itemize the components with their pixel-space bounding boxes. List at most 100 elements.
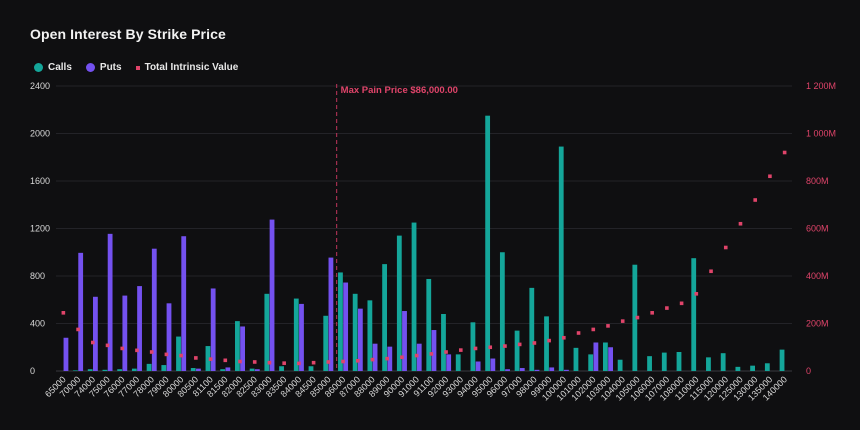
- calls-bar: [720, 353, 726, 371]
- calls-bar: [161, 365, 167, 371]
- puts-bar: [343, 282, 349, 371]
- intrinsic-value-point: [576, 331, 581, 335]
- calls-bar: [323, 315, 329, 371]
- intrinsic-value-point: [326, 360, 331, 364]
- intrinsic-value-point: [414, 353, 419, 358]
- intrinsic-value-point: [61, 311, 66, 315]
- puts-bar: [387, 346, 393, 371]
- intrinsic-value-point: [179, 353, 183, 358]
- calls-bar: [396, 235, 402, 371]
- x-axis-ticks: 6500070000740007500076000770007800079000…: [43, 374, 789, 402]
- puts-bar: [534, 369, 540, 371]
- calls-bar: [529, 287, 535, 371]
- intrinsic-value-point: [370, 357, 375, 362]
- y-left-tick-label: 400: [30, 319, 45, 329]
- bar-marks: [63, 115, 785, 371]
- y-left-tick-label: 2000: [30, 129, 50, 139]
- calls-bar: [117, 369, 123, 371]
- calls-bar: [779, 349, 785, 371]
- intrinsic-value-point: [385, 356, 389, 361]
- puts-bar: [357, 308, 363, 371]
- puts-bar: [210, 288, 216, 371]
- y-right-tick-label: 800M: [806, 176, 829, 186]
- puts-bar: [78, 252, 84, 371]
- y-left-tick-label: 1600: [30, 176, 50, 186]
- y-right-tick-label: 200M: [806, 319, 829, 329]
- puts-bar: [372, 343, 378, 371]
- puts-bar: [608, 347, 613, 371]
- y-right-tick-label: 0: [806, 366, 811, 376]
- calls-bar: [558, 146, 564, 371]
- calls-bar: [264, 293, 270, 371]
- max-pain-annotation: Max Pain Price $86,000.00: [336, 84, 458, 371]
- puts-bar: [519, 368, 525, 371]
- chart-legend: Calls Puts Total Intrinsic Value: [34, 62, 238, 73]
- intrinsic-value-point: [591, 327, 596, 332]
- calls-bar: [764, 363, 770, 371]
- calls-bar: [352, 293, 358, 371]
- intrinsic-value-point: [400, 355, 404, 360]
- calls-bar: [735, 366, 741, 371]
- puts-bar: [431, 330, 437, 371]
- intrinsic-value-point: [341, 359, 345, 364]
- intrinsic-value-point: [135, 348, 139, 353]
- y-right-tick-label: 1 200M: [806, 81, 836, 91]
- intrinsic-value-point: [429, 352, 434, 356]
- intrinsic-value-point: [753, 198, 757, 202]
- intrinsic-value-point: [723, 245, 728, 250]
- intrinsic-value-point: [76, 327, 80, 332]
- chart-title: Open Interest By Strike Price: [30, 26, 226, 42]
- intrinsic-legend-marker: [135, 65, 140, 70]
- intrinsic-value-point: [355, 358, 360, 363]
- y-left-tick-label: 0: [30, 366, 35, 376]
- puts-bar: [593, 342, 599, 371]
- intrinsic-value-point: [149, 350, 154, 354]
- puts-bar: [402, 311, 407, 371]
- intrinsic-value-point: [252, 360, 257, 364]
- intrinsic-value-point: [267, 360, 272, 365]
- calls-bar: [279, 366, 284, 371]
- calls-bar: [293, 298, 299, 371]
- intrinsic-value-point: [208, 357, 213, 361]
- puts-bar: [225, 367, 231, 371]
- intrinsic-value-point: [120, 346, 125, 351]
- puts-legend-marker: [85, 63, 95, 72]
- legend-item-puts[interactable]: Puts: [85, 62, 122, 73]
- intrinsic-value-point: [547, 338, 551, 343]
- y-right-tick-label: 600M: [806, 224, 829, 234]
- intrinsic-value-point: [532, 341, 537, 345]
- puts-bar: [490, 358, 496, 371]
- puts-bar: [63, 337, 69, 371]
- calls-bar: [220, 369, 226, 371]
- calls-bar: [102, 369, 108, 371]
- intrinsic-value-point: [459, 348, 463, 352]
- intrinsic-value-point: [517, 342, 522, 347]
- intrinsic-value-point: [650, 311, 654, 315]
- calls-legend-marker: [34, 63, 43, 72]
- calls-bar: [750, 365, 755, 371]
- calls-bar: [382, 264, 387, 371]
- max-pain-label: Max Pain Price $86,000.00: [341, 85, 458, 96]
- calls-bar: [676, 352, 682, 371]
- intrinsic-value-point: [194, 356, 198, 360]
- intrinsic-value-point: [311, 360, 316, 365]
- calls-bar: [588, 354, 594, 371]
- intrinsic-value-point: [282, 361, 286, 365]
- legend-item-calls[interactable]: Calls: [34, 62, 72, 73]
- legend-label-calls: Calls: [48, 62, 72, 73]
- intrinsic-value-point: [635, 315, 640, 320]
- puts-bar: [196, 368, 201, 371]
- legend-item-intrinsic[interactable]: Total Intrinsic Value: [135, 62, 238, 73]
- puts-bar: [166, 303, 172, 371]
- puts-bar: [122, 295, 128, 371]
- calls-bar: [190, 368, 196, 371]
- calls-bar: [131, 368, 137, 371]
- intrinsic-value-point: [679, 301, 684, 306]
- calls-bar: [485, 115, 491, 371]
- puts-bar: [328, 257, 334, 371]
- gridlines: [56, 85, 792, 372]
- puts-bar: [137, 286, 142, 371]
- calls-bar: [514, 330, 520, 371]
